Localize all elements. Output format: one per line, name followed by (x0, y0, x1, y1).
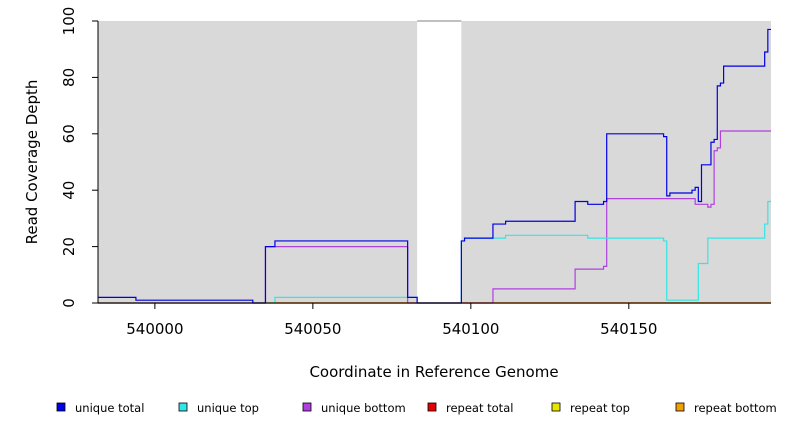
y-axis-title: Read Coverage Depth (23, 80, 41, 245)
y-tick-label-100: 100 (60, 7, 78, 36)
x-tick-label-540000: 540000 (126, 320, 183, 338)
y-tick-label-60: 60 (60, 124, 78, 143)
plot-background (98, 20, 771, 303)
legend-swatch-repeat-total (427, 402, 437, 412)
legend-label-repeat-bottom: repeat bottom (694, 401, 777, 415)
legend-label-unique-total: unique total (75, 401, 144, 415)
legend-swatch-unique-bottom (302, 402, 312, 412)
y-tick-label-20: 20 (60, 237, 78, 256)
legend-label-unique-top: unique top (197, 401, 259, 415)
x-tick-label-540050: 540050 (284, 320, 341, 338)
x-tick-label-540100: 540100 (442, 320, 499, 338)
legend-swatch-unique-total (56, 402, 66, 412)
legend-label-repeat-top: repeat top (570, 401, 630, 415)
legend-swatch-unique-top (178, 402, 188, 412)
series-line-unique-total (98, 28, 771, 304)
y-tick-label-40: 40 (60, 181, 78, 200)
legend-label-unique-bottom: unique bottom (321, 401, 406, 415)
legend-swatch-repeat-top (551, 402, 561, 412)
legend: unique total unique top unique bottom repea… (56, 401, 777, 415)
x-tick-label-540150: 540150 (600, 320, 657, 338)
legend-swatch-repeat-bottom (675, 402, 685, 412)
axes: 540000 540050 540100 540150 0 20 40 60 80 100 (60, 7, 771, 338)
y-tick-label-0: 0 (60, 298, 78, 308)
excluded-region-0 (417, 21, 462, 303)
x-axis-title: Coordinate in Reference Genome (309, 363, 558, 381)
y-tick-label-80: 80 (60, 68, 78, 87)
legend-label-repeat-total: repeat total (446, 401, 513, 415)
